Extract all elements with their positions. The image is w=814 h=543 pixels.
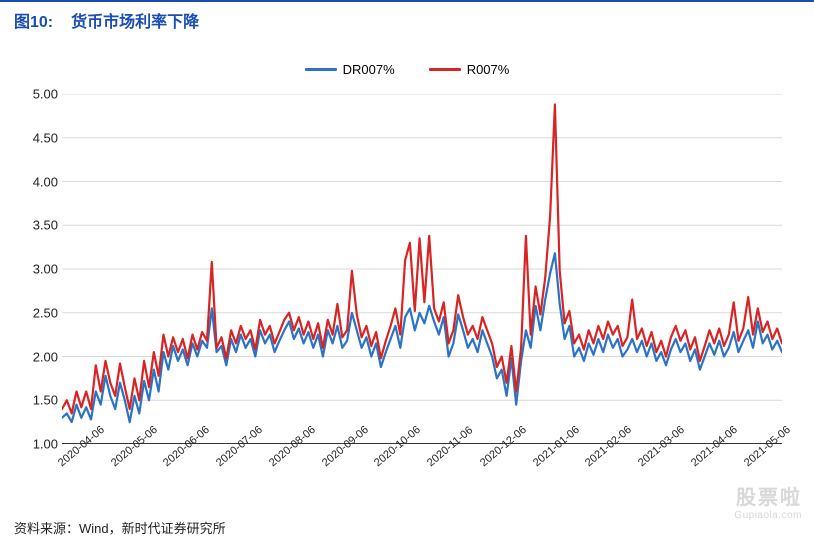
legend-label: R007% <box>467 62 510 77</box>
legend-label: DR007% <box>343 62 395 77</box>
legend-swatch <box>305 68 337 71</box>
watermark-sub: Gupiaola.com <box>734 510 802 521</box>
legend-item-dr007: DR007% <box>305 62 395 77</box>
watermark-main: 股票啦 <box>734 481 802 510</box>
y-tick-label: 5.00 <box>18 87 58 102</box>
y-tick-label: 1.00 <box>18 437 58 452</box>
y-tick-label: 3.50 <box>18 218 58 233</box>
chart-container: DR007% R007% 1.00 1.50 2.00 2.50 3.00 3.50 4.0… <box>0 38 814 498</box>
y-tick-label: 3.00 <box>18 262 58 277</box>
chart-header: 图10: 货币市场利率下降 <box>0 0 814 38</box>
source-footer: 资料来源：Wind，新时代证券研究所 <box>14 518 226 537</box>
chart-title: 货币市场利率下降 <box>71 8 199 32</box>
y-tick-label: 2.50 <box>18 305 58 320</box>
y-tick-label: 4.00 <box>18 174 58 189</box>
figure-number: 图10: <box>14 8 53 32</box>
legend: DR007% R007% <box>0 62 814 77</box>
legend-swatch <box>429 68 461 71</box>
watermark: 股票啦 Gupiaola.com <box>734 481 802 521</box>
y-tick-label: 4.50 <box>18 130 58 145</box>
legend-item-r007: R007% <box>429 62 510 77</box>
y-tick-label: 2.00 <box>18 349 58 364</box>
plot-area <box>62 94 782 444</box>
y-tick-label: 1.50 <box>18 393 58 408</box>
chart-svg <box>62 94 782 444</box>
